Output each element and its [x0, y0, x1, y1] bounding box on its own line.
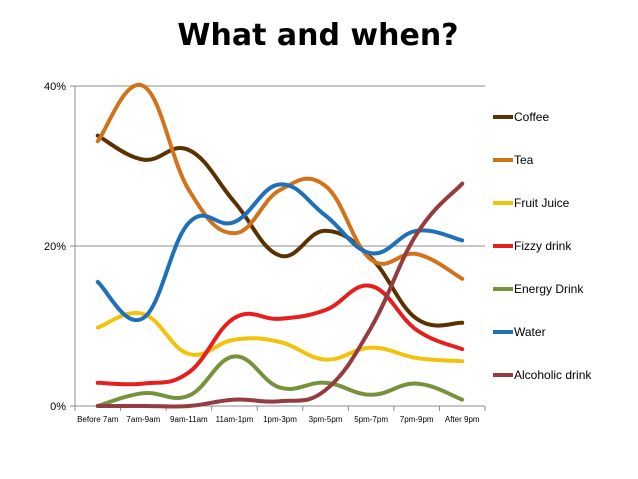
legend-label-water: Water	[514, 325, 546, 339]
axes	[70, 85, 486, 411]
series-line-coffee	[95, 133, 465, 328]
x-tick-label: 5pm-7pm	[354, 415, 388, 424]
legend-label-alcoholic-drink: Alcoholic drink	[514, 368, 592, 382]
x-axis-ticks: Before 7am 7am-9am 9am-11am 11am-1pm 1pm-3pm…	[77, 415, 480, 424]
x-tick-label: 11am-1pm	[216, 415, 254, 424]
series-line-water	[95, 182, 465, 323]
series-line-tea	[95, 82, 465, 281]
x-tick-label: 7am-9am	[126, 415, 160, 424]
legend: Coffee Tea Fruit Juice Fizzy drink Energy Dr…	[493, 110, 592, 382]
y-tick-label: 0%	[50, 401, 66, 413]
legend-label-tea: Tea	[514, 153, 534, 167]
series-lines	[95, 82, 465, 409]
y-axis-ticks: 0% 20% 40%	[44, 81, 66, 413]
series-line-fizzy-drink	[95, 283, 465, 387]
legend-label-energy-drink: Energy Drink	[514, 282, 584, 296]
x-tick-label: 9am-11am	[170, 415, 208, 424]
chart-title: What and when?	[177, 18, 458, 53]
legend-label-fizzy-drink: Fizzy drink	[514, 239, 572, 253]
x-tick-label: 1pm-3pm	[263, 415, 297, 424]
series-line-alcoholic-drink	[95, 181, 465, 409]
series-line-energy-drink	[95, 354, 465, 408]
x-tick-label: Before 7am	[77, 415, 119, 424]
y-tick-label: 40%	[44, 81, 66, 93]
y-tick-label: 20%	[44, 241, 66, 253]
legend-label-fruit-juice: Fruit Juice	[514, 196, 570, 210]
series-line-fruit-juice	[95, 310, 465, 364]
x-tick-label: After 9pm	[445, 415, 480, 424]
x-tick-label: 7pm-9pm	[400, 415, 434, 424]
x-tick-label: 3pm-5pm	[309, 415, 343, 424]
legend-label-coffee: Coffee	[514, 110, 549, 124]
